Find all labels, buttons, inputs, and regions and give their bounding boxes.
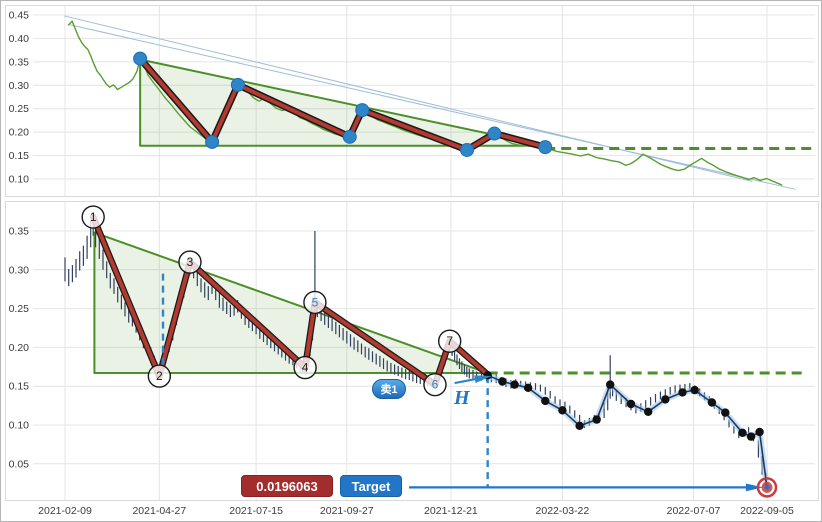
y-tick-label: 0.10 (9, 174, 30, 186)
sell-signal-badge: 卖1 (372, 379, 406, 399)
x-tick-label: 2021-04-27 (132, 505, 186, 517)
target-price-badge: 0.0196063 (241, 475, 333, 497)
x-tick-label: 2021-07-15 (229, 505, 283, 517)
post-breakout-dot (626, 399, 636, 409)
post-breakout-dot (755, 427, 764, 437)
x-tick-label: 2021-09-27 (320, 505, 374, 517)
pivot-dot (342, 129, 357, 144)
target-bullseye-ring (756, 477, 778, 498)
post-breakout-dot (644, 407, 653, 416)
wave-number-label: 7 (446, 334, 453, 348)
y-tick-label: 0.30 (9, 264, 30, 276)
post-breakout-dot (678, 388, 687, 397)
x-tick-label: 2022-07-07 (667, 505, 721, 517)
post-breakout-dot (523, 383, 533, 392)
y-tick-label: 0.10 (9, 420, 30, 432)
overview-chart[interactable]: 0.45 0.40 0.35 0.30 0.25 0.20 0.15 0.10 (5, 5, 819, 197)
post-breakout-dot (690, 385, 699, 395)
wave-number-label: 2 (156, 369, 163, 383)
y-tick-label: 0.15 (9, 150, 30, 162)
post-breakout-dot (558, 406, 567, 415)
post-breakout-dot (707, 398, 717, 407)
post-breakout-glow (486, 372, 770, 488)
pivot-dot (460, 142, 475, 157)
post-breakout-dot (721, 408, 730, 417)
post-breakout-dot (498, 377, 507, 386)
post-breakout-dot (575, 421, 584, 430)
pivot-dot (230, 77, 245, 92)
target-arrow-icon-head (745, 483, 763, 492)
target-label-badge: Target (340, 475, 402, 497)
y-tick-label: 0.40 (9, 33, 30, 45)
y-tick-label: 0.05 (9, 458, 30, 470)
post-breakout-dot (606, 380, 615, 389)
wave-number-circle (147, 364, 172, 388)
panel-border (5, 201, 819, 501)
y-tick-label: 0.45 (9, 10, 30, 22)
measured-height-label: H (454, 387, 470, 409)
y-tick-label: 0.15 (9, 381, 30, 393)
panel-border (5, 5, 819, 197)
post-breakout-dot (510, 380, 519, 389)
wave-number-circle (293, 355, 317, 380)
wave-number-label: 6 (432, 378, 439, 392)
y-tick-label: 0.25 (9, 303, 30, 315)
pivot-dot (355, 103, 370, 118)
y-tick-label: 0.20 (9, 127, 30, 139)
wave-number-circle (437, 329, 462, 353)
pivot-dot (487, 126, 502, 141)
wave-number-label: 4 (302, 361, 309, 375)
y-tick-label: 0.35 (9, 56, 30, 68)
x-tick-label: 2021-12-21 (424, 505, 478, 517)
y-tick-label: 0.25 (9, 103, 30, 115)
post-breakout-dot (661, 395, 670, 404)
post-breakout-dot (746, 432, 756, 441)
y-tick-label: 0.30 (9, 80, 30, 92)
y-tick-label: 0.35 (9, 226, 30, 238)
post-breakout-dot (738, 428, 747, 437)
pivot-dot (205, 134, 220, 149)
wave-number-circle (303, 290, 327, 315)
x-tick-label: 2021-02-09 (38, 505, 92, 517)
wave-number-label: 1 (90, 210, 97, 224)
target-bullseye-core (764, 484, 770, 490)
wave-number-circle (423, 372, 447, 397)
trend-channel-line (68, 23, 796, 190)
wave-number-circle (178, 250, 202, 274)
pivot-dot (538, 140, 553, 155)
wave-number-label: 3 (187, 255, 194, 269)
x-tick-label: 2022-03-22 (536, 505, 590, 517)
x-tick-label: 2022-09-05 (740, 505, 794, 517)
wave-number-label: 5 (312, 295, 319, 309)
pivot-dot (133, 51, 148, 66)
y-tick-label: 0.20 (9, 342, 30, 354)
breakout-arrow-icon-head (474, 375, 492, 383)
post-breakout-dot (541, 396, 550, 406)
wave-number-circle (81, 205, 105, 229)
post-breakout-dot (592, 415, 601, 424)
